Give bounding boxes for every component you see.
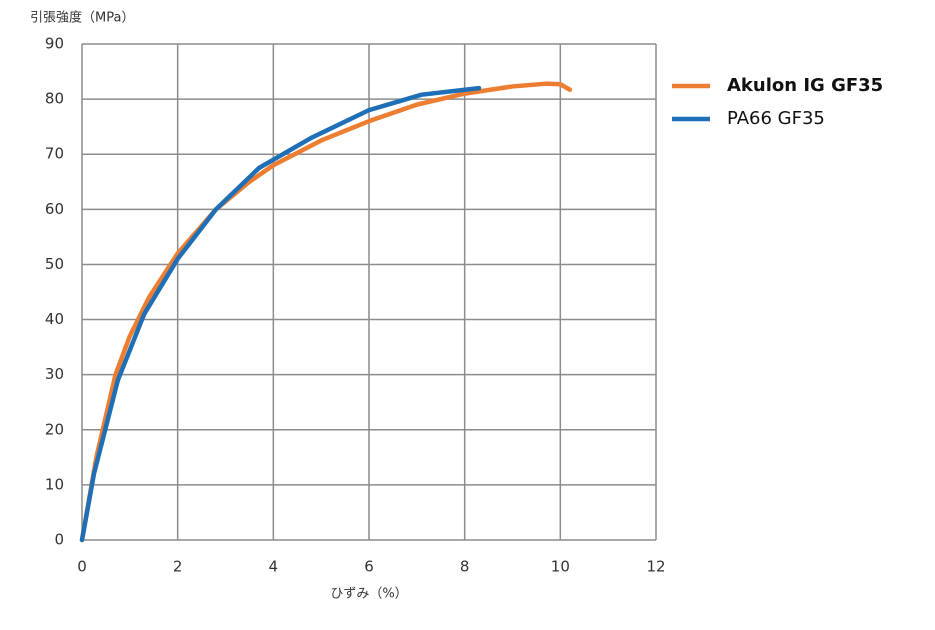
legend-label: PA66 GF35 bbox=[727, 108, 825, 129]
y-tick-label: 70 bbox=[45, 145, 64, 163]
y-tick-label: 30 bbox=[45, 365, 64, 383]
data-line bbox=[79, 81, 573, 543]
x-tick-label: 4 bbox=[269, 558, 279, 576]
x-tick-label: 0 bbox=[77, 558, 87, 576]
legend-label: Akulon IG GF35 bbox=[727, 75, 883, 96]
y-tick-label: 50 bbox=[45, 255, 64, 273]
y-axis-label: 引張強度（MPa） bbox=[30, 10, 134, 26]
x-tick-label: 6 bbox=[364, 558, 374, 576]
data-line bbox=[79, 85, 482, 543]
y-tick-label: 80 bbox=[45, 90, 64, 108]
y-tick-label: 60 bbox=[45, 200, 64, 218]
y-tick-label: 40 bbox=[45, 310, 64, 328]
y-tick-label: 20 bbox=[45, 420, 64, 438]
y-tick-label: 10 bbox=[45, 475, 64, 493]
x-axis-label: ひずみ（%） bbox=[330, 587, 407, 602]
x-tick-label: 8 bbox=[460, 558, 470, 576]
x-tick-label: 12 bbox=[646, 558, 665, 576]
y-tick-label: 0 bbox=[54, 531, 64, 549]
x-tick-label: 2 bbox=[173, 558, 183, 576]
y-tick-label: 90 bbox=[45, 35, 64, 53]
x-tick-label: 10 bbox=[551, 558, 570, 576]
